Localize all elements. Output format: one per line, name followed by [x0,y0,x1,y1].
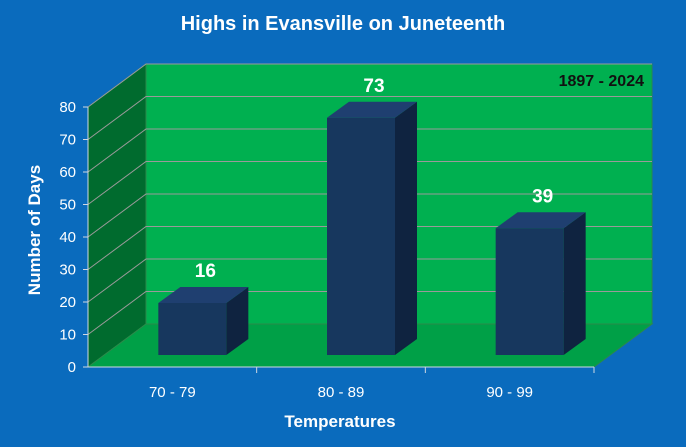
bar-top-face [158,287,249,303]
bar-top-face [495,212,586,229]
bar-side-face [226,287,249,355]
gridline [87,258,652,303]
chart-title: Highs in Evansville on Juneteenth [181,13,506,35]
y-tick-label: 50 [59,197,76,214]
y-tick-label: 70 [59,132,76,149]
y-tick-label: 40 [59,229,76,246]
x-tick-label: 70 - 79 [149,384,196,401]
bar-front-face [158,303,227,355]
gridline [87,226,652,270]
y-tick-label: 20 [59,294,76,311]
gridline [87,128,652,173]
bar [495,212,586,355]
bar [158,287,249,355]
y-tick-label: 80 [59,99,76,116]
y-tick-label: 10 [59,327,76,344]
bar-front-face [495,228,564,355]
year-range-annotation: 1897 - 2024 [559,73,645,90]
data-label: 73 [363,76,384,97]
bar-front-face [327,117,395,355]
gridline [87,63,652,108]
bar-top-face [327,101,417,118]
y-axis-label: Number of Days [25,165,44,295]
y-tick-label: 0 [68,359,76,376]
data-label: 16 [195,261,216,282]
x-tick-label: 80 - 89 [318,384,365,401]
bar-side-face [563,212,586,355]
gridline [87,96,652,140]
bar [327,101,417,355]
gridline [87,193,652,238]
x-tick-label: 90 - 99 [486,384,533,401]
data-label: 39 [532,186,553,207]
y-tick-label: 60 [59,164,76,181]
gridline [87,291,652,335]
x-axis-label: Temperatures [284,412,395,431]
y-tick-label: 30 [59,262,76,279]
bar-side-face [395,101,417,355]
gridline [87,161,652,205]
